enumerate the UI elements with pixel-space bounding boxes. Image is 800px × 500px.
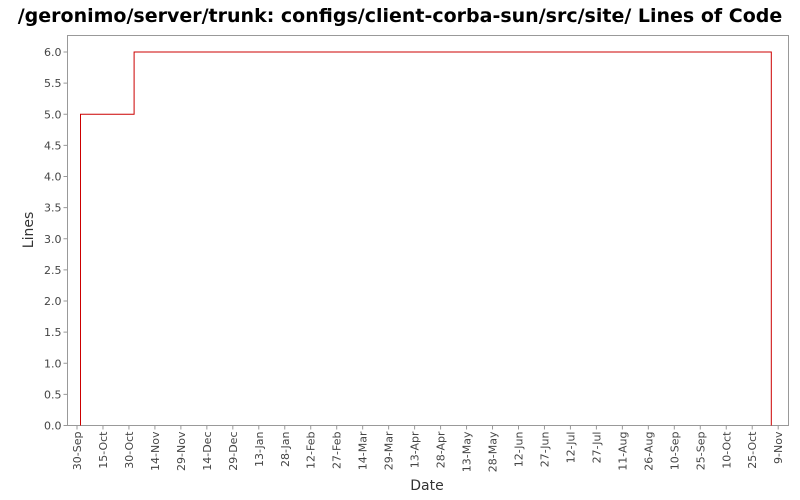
x-tick-label: 13-Apr: [409, 431, 422, 468]
series-layer: [80, 51, 772, 426]
x-tick-label: 10-Oct: [720, 431, 733, 469]
x-tick-label: 11-Aug: [616, 432, 629, 471]
y-tick-label: 0.5: [44, 388, 62, 401]
y-axis-title: Lines: [21, 212, 37, 248]
y-axis: 0.0 0.5 1.0 1.5 2.0 2.5 3.0 3.5 4.0 4.5 5.0 5.5 6.0: [44, 46, 68, 433]
x-tick-label: 26-Aug: [642, 432, 655, 471]
x-tick-label: 25-Oct: [746, 431, 759, 469]
x-tick-label: 29-Mar: [383, 431, 396, 470]
x-tick-label: 12-Jul: [564, 432, 577, 464]
x-tick-label: 29-Dec: [227, 432, 240, 471]
y-tick-label: 1.0: [44, 357, 62, 370]
x-tick-label: 30-Sep: [71, 431, 84, 470]
x-tick-label: 13-Jan: [253, 431, 266, 467]
y-tick-label: 0.0: [44, 420, 62, 433]
x-tick-label: 14-Dec: [201, 432, 214, 471]
x-tick-label: 28-May: [487, 431, 500, 472]
x-tick-label: 27-Jul: [590, 432, 603, 464]
x-tick-label: 10-Sep: [668, 431, 681, 470]
x-tick-label: 25-Sep: [694, 431, 707, 470]
x-tick-label: 27-Feb: [331, 431, 344, 468]
x-tick-label: 13-May: [461, 431, 474, 472]
y-tick-label: 5.0: [44, 108, 62, 121]
y-tick-label: 2.5: [44, 264, 62, 277]
y-tick-label: 1.5: [44, 326, 62, 339]
y-tick-label: 6.0: [44, 46, 62, 59]
x-tick-label: 28-Apr: [435, 431, 448, 468]
y-tick-label: 4.5: [44, 139, 62, 152]
x-tick-label: 29-Nov: [175, 431, 188, 471]
plot-area: [67, 35, 789, 426]
x-tick-label: 9-Nov: [772, 431, 785, 464]
y-tick-label: 2.0: [44, 295, 62, 308]
x-tick-label: 27-Jun: [538, 431, 551, 467]
x-tick-label: 30-Oct: [123, 431, 136, 469]
y-tick-label: 4.0: [44, 171, 62, 184]
y-tick-label: 3.0: [44, 233, 62, 246]
x-tick-label: 15-Oct: [97, 431, 110, 469]
x-tick-label: 14-Mar: [357, 431, 370, 470]
y-tick-label: 3.5: [44, 202, 62, 215]
x-tick-label: 14-Nov: [149, 431, 162, 471]
x-axis-title: Date: [410, 478, 443, 494]
chart-title: /geronimo/server/trunk: configs/client-c…: [18, 5, 783, 27]
x-tick-label: 28-Jan: [279, 431, 292, 467]
x-tick-label: 12-Jun: [512, 431, 525, 467]
x-axis: 30-Sep 15-Oct 30-Oct 14-Nov 29-Nov 14-Dec 29-D…: [71, 425, 785, 472]
x-tick-label: 12-Feb: [305, 431, 318, 468]
y-tick-label: 5.5: [44, 77, 62, 90]
series-line: [80, 51, 772, 426]
